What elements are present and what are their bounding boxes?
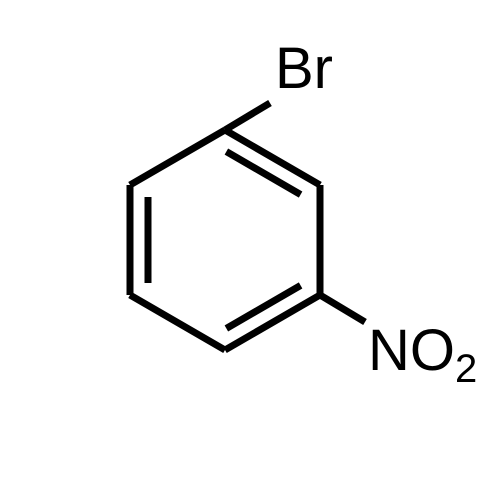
label-no2: NO2	[368, 318, 477, 391]
ring-bond-3	[130, 295, 225, 350]
ring-bond-5	[130, 130, 225, 185]
label-br: Br	[275, 36, 333, 101]
ring-double-2	[226, 285, 300, 328]
ring-double-0	[226, 152, 300, 195]
bond-to-br	[225, 103, 270, 130]
bond-to-no2	[320, 295, 365, 322]
molecule-diagram: Br NO2	[0, 0, 500, 500]
